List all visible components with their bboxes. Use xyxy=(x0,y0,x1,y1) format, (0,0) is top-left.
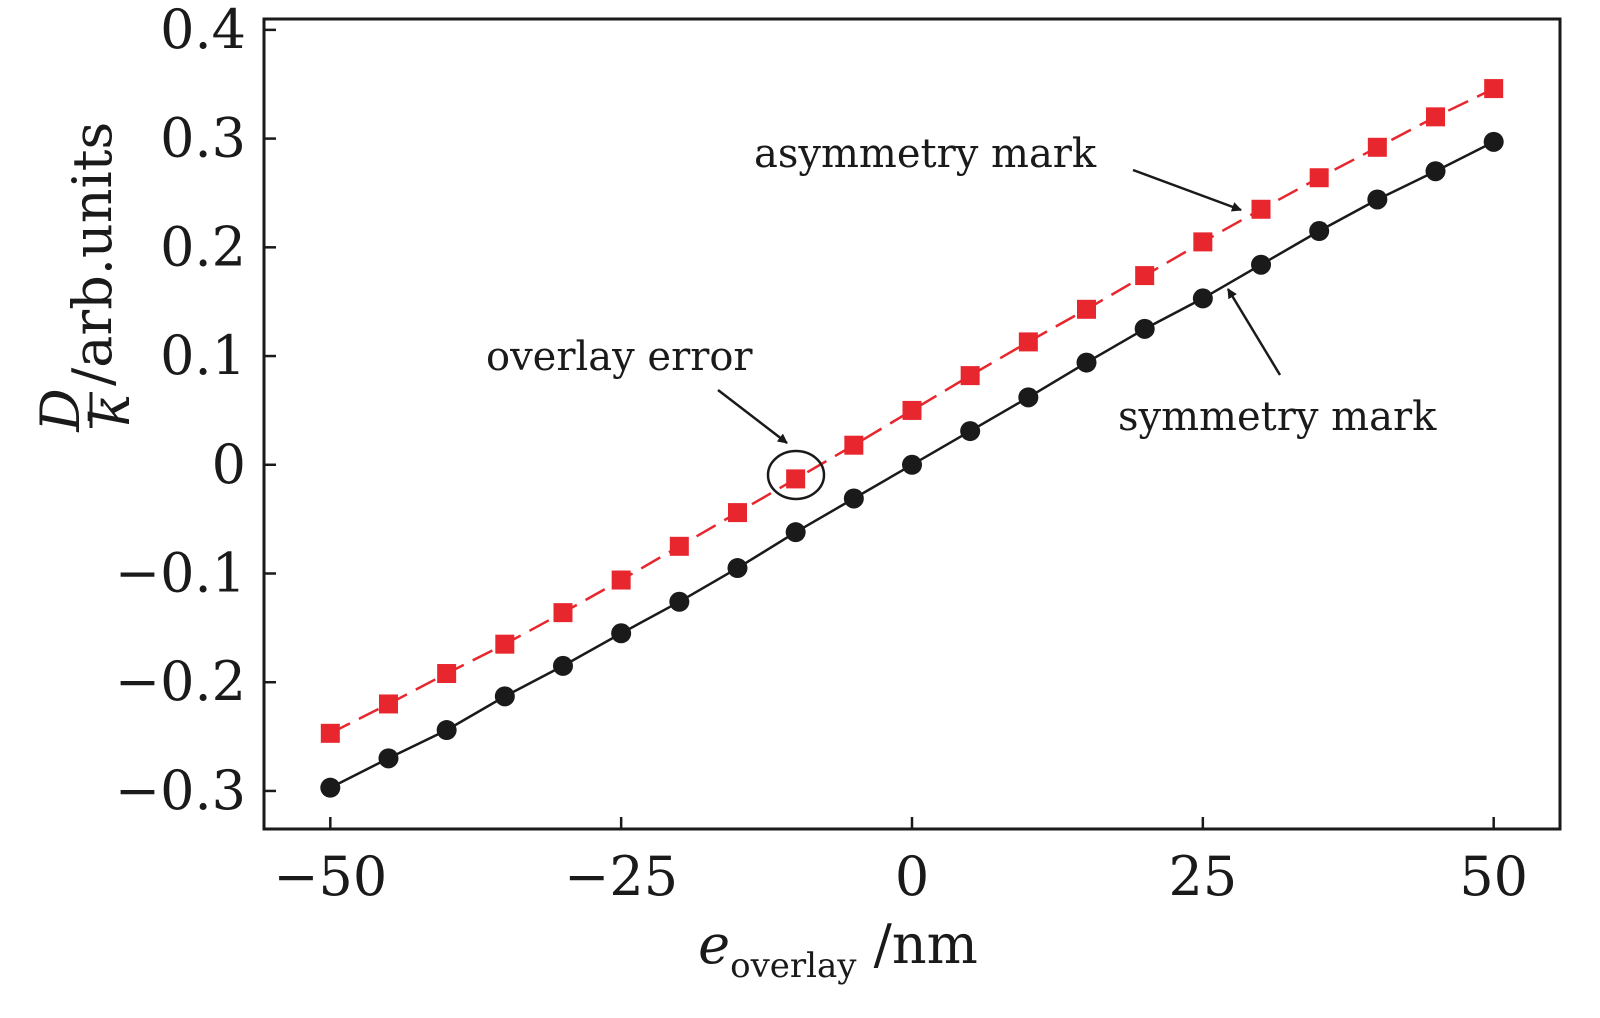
data-point-square xyxy=(378,694,398,714)
data-point-circle xyxy=(552,655,573,676)
axis-ticks: −50 −25 0 25 50 −0.3 −0.2 −0.1 0 0.1 0.2 0.3 0.4 xyxy=(115,0,1528,908)
data-point-square xyxy=(437,664,457,684)
data-point-circle xyxy=(669,591,690,612)
data-point-square xyxy=(1077,299,1097,319)
data-point-square xyxy=(1251,199,1271,219)
arrow-asymmetry-mark xyxy=(1132,168,1242,212)
arrow-overlay-error xyxy=(717,389,788,444)
x-tick-label: 0 xyxy=(895,845,929,908)
data-point-circle xyxy=(727,558,748,579)
data-point-circle xyxy=(378,748,399,769)
y-axis-label: D k /arb.units xyxy=(29,122,142,433)
data-point-square xyxy=(1309,168,1329,188)
data-point-square xyxy=(1018,332,1038,352)
y-tick-label: 0.2 xyxy=(160,215,246,278)
data-point-square xyxy=(320,723,340,743)
data-point-circle xyxy=(1076,352,1097,373)
data-point-square xyxy=(1367,137,1387,157)
data-point-circle xyxy=(1251,254,1272,275)
x-tick-label: −25 xyxy=(564,845,678,908)
y-axis-label-numerator: D xyxy=(29,388,92,432)
data-point-square xyxy=(1484,79,1504,99)
y-tick-label: 0.4 xyxy=(160,0,246,61)
overlay-error-highlight-circle xyxy=(766,449,826,501)
data-point-circle xyxy=(436,720,457,741)
x-axis-label: eoverlay /nm xyxy=(698,913,978,986)
data-point-square xyxy=(1426,107,1446,127)
data-point-circle xyxy=(320,777,341,798)
y-tick-label: 0.1 xyxy=(160,324,246,387)
data-point-square xyxy=(960,366,980,386)
y-axis-label-denominator: k xyxy=(79,394,142,427)
annotation-asymmetry-mark: asymmetry mark xyxy=(754,131,1097,177)
data-point-square xyxy=(786,469,806,489)
y-axis-label-unit: /arb.units xyxy=(61,122,124,386)
x-tick-label: 50 xyxy=(1459,845,1528,908)
data-point-circle xyxy=(843,488,864,509)
data-point-circle xyxy=(1309,221,1330,242)
data-point-square xyxy=(1193,232,1213,252)
data-point-circle xyxy=(1483,131,1504,152)
data-point-circle xyxy=(611,623,632,644)
data-point-square xyxy=(902,400,922,420)
annotation-symmetry-mark: symmetry mark xyxy=(1118,394,1437,440)
y-tick-label: −0.3 xyxy=(115,759,246,822)
data-point-square xyxy=(495,634,515,654)
x-tick-label: −50 xyxy=(273,845,387,908)
y-tick-label: −0.1 xyxy=(115,541,246,604)
x-tick-label: 25 xyxy=(1168,845,1237,908)
data-point-square xyxy=(1135,266,1155,286)
data-point-circle xyxy=(1192,288,1213,309)
data-point-square xyxy=(553,603,573,623)
data-point-square xyxy=(727,503,747,523)
data-point-square xyxy=(611,570,631,590)
data-point-square xyxy=(669,536,689,556)
data-point-circle xyxy=(1367,189,1388,210)
data-point-circle xyxy=(960,421,981,442)
data-point-square xyxy=(844,435,864,455)
data-point-circle xyxy=(1425,161,1446,182)
y-tick-label: −0.2 xyxy=(115,650,246,713)
data-point-circle xyxy=(1134,318,1155,339)
arrow-symmetry-mark xyxy=(1226,288,1282,376)
y-tick-label: 0 xyxy=(212,433,246,496)
y-tick-label: 0.3 xyxy=(160,107,246,170)
data-point-circle xyxy=(902,454,922,475)
data-point-circle xyxy=(785,522,806,543)
annotations: asymmetry mark symmetry mark overlay err… xyxy=(486,131,1437,501)
data-point-circle xyxy=(494,686,515,707)
series-markers xyxy=(320,79,1504,798)
data-point-circle xyxy=(1018,387,1039,408)
annotation-overlay-error: overlay error xyxy=(486,334,753,380)
